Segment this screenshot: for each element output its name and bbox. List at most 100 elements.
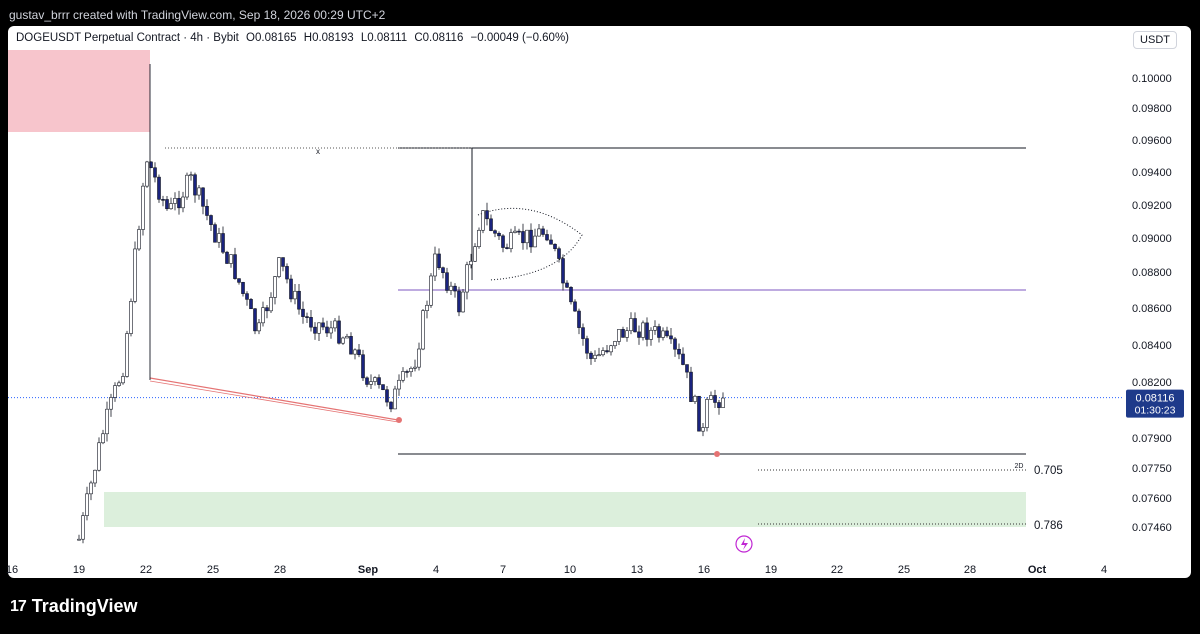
x-tick-label: Oct [1028, 564, 1047, 576]
candle-body [289, 278, 293, 300]
candle-body [577, 310, 581, 328]
candle-body [661, 330, 665, 338]
candle-body [485, 210, 489, 220]
candle-body [225, 251, 229, 264]
y-tick-label: 0.07460 [1132, 522, 1172, 534]
candle-body [685, 364, 689, 373]
y-tick-label: 0.08400 [1132, 340, 1172, 352]
candle-body [393, 388, 397, 410]
candle-body [301, 308, 305, 317]
candle-body [701, 427, 705, 432]
y-tick-label: 0.08200 [1132, 377, 1172, 389]
candle-body [349, 336, 353, 355]
candle-body [337, 320, 341, 344]
candle-body [145, 161, 149, 187]
candle-body [545, 234, 549, 241]
candle-body [81, 515, 85, 540]
candle-body [405, 371, 409, 373]
candle-body [617, 329, 621, 342]
candle-body [605, 350, 609, 353]
candle-body [161, 199, 165, 201]
lightning-icon [735, 535, 753, 553]
candle-body [489, 218, 493, 231]
candle-body [421, 310, 425, 350]
x-tick-label: 7 [500, 564, 506, 576]
candle-body [409, 368, 413, 373]
candle-body [553, 243, 557, 249]
y-tick-label: 0.08600 [1132, 303, 1172, 315]
candle-body [213, 224, 217, 243]
candle-body [477, 229, 481, 248]
candle-body [557, 248, 561, 259]
candle-body [689, 371, 693, 402]
candle-body [449, 285, 453, 291]
tradingview-logo-icon: 17 [10, 597, 27, 615]
candle-body [649, 329, 653, 340]
candle-body [185, 174, 189, 198]
candle-body [325, 326, 329, 334]
trendline-marker [396, 417, 402, 423]
candle-body [373, 377, 377, 382]
symbol-legend: DOGEUSDT Perpetual Contract · 4h · Bybit… [16, 32, 573, 44]
x-tick-label: 25 [207, 564, 219, 576]
candle-body [345, 336, 349, 339]
candle-body [633, 318, 637, 333]
candle-body [217, 233, 221, 243]
x-tick-label: 19 [73, 564, 85, 576]
candle-body [513, 230, 517, 233]
candle-body [433, 253, 437, 277]
candle-body [417, 348, 421, 368]
high-value: H0.08193 [303, 32, 354, 44]
candle-body [589, 352, 593, 359]
y-tick-label: 0.07750 [1132, 463, 1172, 475]
candle-body [713, 395, 717, 403]
brand-name: TradingView [31, 596, 138, 616]
candle-body [429, 275, 433, 306]
candle-body [133, 248, 137, 302]
x-tick-label: 19 [765, 564, 777, 576]
candle-body [113, 385, 117, 398]
candle-body [273, 276, 277, 298]
candle-body [269, 297, 273, 312]
candle-body [209, 215, 213, 225]
currency-button[interactable]: USDT [1133, 31, 1177, 49]
candle-body [593, 354, 597, 359]
candle-body [221, 233, 225, 253]
candle-body [425, 304, 429, 311]
candle-body [93, 469, 97, 484]
supply-zone [8, 50, 150, 132]
candle-body [501, 235, 505, 248]
candle-body [401, 371, 405, 381]
candle-body [381, 384, 385, 390]
candle-body [201, 187, 205, 207]
candle-body [105, 408, 109, 435]
trendline [149, 377, 399, 421]
consolidation-ellipse [477, 207, 583, 281]
candle-body [613, 341, 617, 347]
x-tick-label: 28 [274, 564, 286, 576]
candle-body [313, 326, 317, 334]
candle-body [277, 257, 281, 277]
candle-body [525, 229, 529, 244]
candle-body [681, 353, 685, 365]
candle-body [77, 538, 81, 541]
chart-panel[interactable]: DOGEUSDT Perpetual Contract · 4h · Bybit… [8, 26, 1191, 578]
candle-body [413, 366, 417, 369]
candle-body [281, 257, 285, 267]
candle-body [625, 330, 629, 338]
candle-body [333, 320, 337, 329]
candle-body [705, 399, 709, 428]
candle-body [229, 254, 233, 264]
candle-body [97, 442, 101, 471]
candle-body [285, 266, 289, 280]
y-tick-label: 0.07600 [1132, 493, 1172, 505]
candle-body [241, 282, 245, 294]
candle-body [165, 199, 169, 210]
candle-body [665, 330, 669, 337]
candle-body [549, 239, 553, 245]
symbol-name[interactable]: DOGEUSDT Perpetual Contract · 4h · Bybit [16, 32, 239, 44]
y-tick-label: 0.09000 [1132, 233, 1172, 245]
candle-body [157, 176, 161, 200]
candle-body [357, 349, 361, 356]
